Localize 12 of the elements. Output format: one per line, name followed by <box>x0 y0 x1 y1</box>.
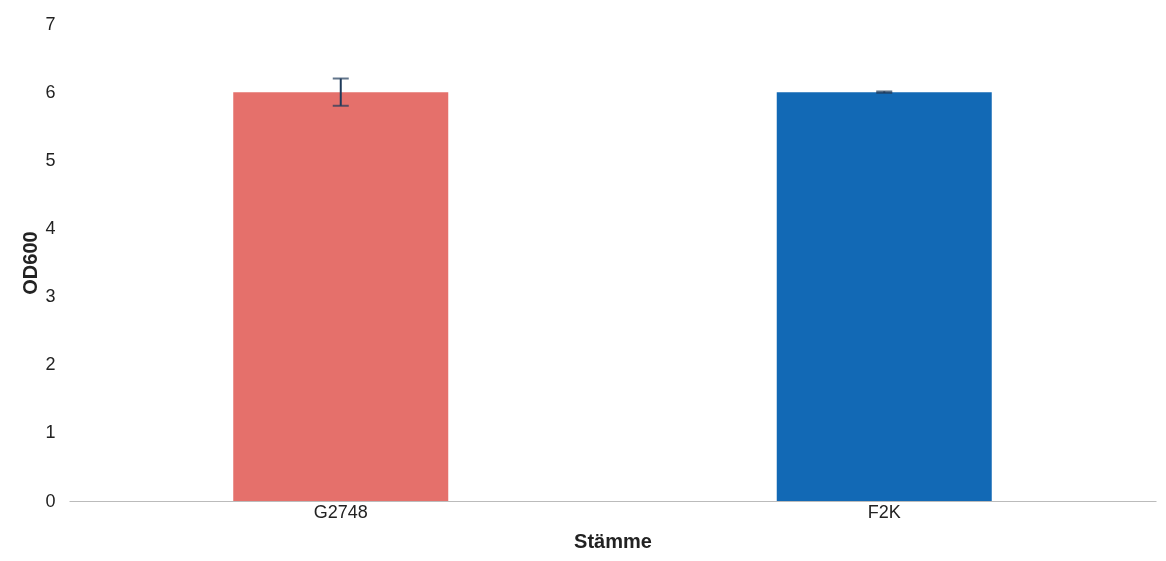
y-tick-label: 3 <box>45 286 56 307</box>
y-tick-label: 4 <box>45 217 56 238</box>
y-axis-title: OD600 <box>19 231 42 295</box>
x-tick-label: G2748 <box>313 501 368 522</box>
y-tick-label: 7 <box>45 13 56 34</box>
x-axis-title: Stämme <box>574 529 652 552</box>
x-tick-label: F2K <box>867 501 901 522</box>
y-tick-label: 5 <box>45 149 56 170</box>
y-tick-label: 1 <box>45 422 56 443</box>
y-tick-label: 2 <box>45 354 56 375</box>
y-tick-label: 0 <box>45 490 56 511</box>
y-tick-label: 6 <box>45 81 56 102</box>
